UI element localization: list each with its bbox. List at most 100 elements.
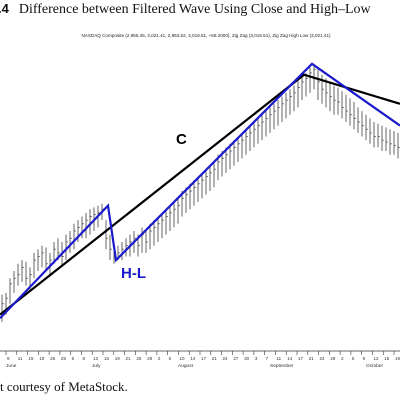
x-tick-label: 6 xyxy=(169,356,172,361)
x-tick-label: 15 xyxy=(384,356,390,361)
x-tick-label: 21 xyxy=(126,356,132,361)
price-bar xyxy=(85,212,88,239)
x-tick-label: 9 xyxy=(7,356,10,361)
x-tick-label: 11 xyxy=(276,356,281,361)
price-bar xyxy=(153,220,156,246)
price-bar xyxy=(269,107,272,133)
price-bar xyxy=(145,231,148,253)
month-label: June xyxy=(6,363,17,369)
price-bar xyxy=(265,111,268,137)
price-bar xyxy=(89,209,92,235)
price-bar xyxy=(229,143,232,170)
x-tick-label: 21 xyxy=(309,356,315,361)
x-tick-label: 28 xyxy=(147,356,153,361)
price-bar xyxy=(125,238,128,257)
x-tick-label: 7 xyxy=(266,356,269,361)
x-tick-label: 19 xyxy=(39,356,45,361)
price-bar xyxy=(201,172,204,199)
x-tick-label: 28 xyxy=(330,356,336,361)
price-bar xyxy=(237,136,240,162)
price-bar xyxy=(233,140,236,166)
price-bar xyxy=(313,63,316,90)
price-bar xyxy=(289,89,292,115)
x-tick-label: 14 xyxy=(287,356,293,361)
price-bar xyxy=(301,76,304,101)
x-tick-label: 12 xyxy=(93,356,99,361)
price-bar xyxy=(341,91,344,119)
price-bar xyxy=(337,87,340,115)
price-bar xyxy=(373,121,376,148)
price-bar xyxy=(1,294,4,322)
month-label: October xyxy=(366,363,383,369)
zigzag-lines xyxy=(0,62,400,320)
x-tick-label: 27 xyxy=(233,356,239,361)
price-bar xyxy=(357,107,360,133)
price-bar xyxy=(121,241,124,261)
price-bar xyxy=(241,132,244,159)
price-bar xyxy=(353,101,356,130)
price-bar xyxy=(37,249,40,272)
price-bar xyxy=(81,216,84,239)
x-tick-label: 3 xyxy=(255,356,258,361)
price-bar xyxy=(225,147,228,173)
x-tick-label: 15 xyxy=(29,356,35,361)
price-bar xyxy=(33,252,36,279)
price-bar xyxy=(325,78,328,108)
zigzag-chart: NASDAQ Composite (2,955.45, 3,021.41, 2,… xyxy=(0,33,400,369)
price-bars xyxy=(1,63,400,322)
x-tick-label: 17 xyxy=(201,356,207,361)
price-bar xyxy=(161,212,164,239)
price-bar xyxy=(345,94,348,122)
price-bar xyxy=(41,245,44,268)
x-tick-label: 5 xyxy=(352,356,355,361)
x-tick-label: 2 xyxy=(158,356,161,361)
month-label: September xyxy=(270,363,294,369)
x-tick-label: 29 xyxy=(61,356,67,361)
x-tick-label: 14 xyxy=(190,356,196,361)
x-tick-label: 9 xyxy=(363,356,366,361)
price-bar xyxy=(65,234,68,261)
price-bar xyxy=(149,223,152,250)
x-tick-label: 24 xyxy=(223,356,229,361)
price-bar xyxy=(245,129,248,155)
price-bar xyxy=(297,80,300,108)
price-bar xyxy=(361,111,364,137)
price-bar xyxy=(109,234,112,261)
price-bar xyxy=(381,125,384,152)
price-bar xyxy=(253,121,256,148)
price-bar xyxy=(333,85,336,115)
chart-legend-text: NASDAQ Composite (2,955.45, 3,021.41, 2,… xyxy=(81,33,331,38)
price-bar xyxy=(281,96,284,122)
high-low-zigzag-line xyxy=(0,62,400,320)
x-tick-label: 26 xyxy=(136,356,142,361)
x-axis-ticks: 9 11 15 19 25 29 6 8 12 15 19 21 26 28 2 6 10 14 17 21 24 27 3… xyxy=(5,351,400,369)
month-label: August xyxy=(178,363,194,369)
x-tick-label: 10 xyxy=(179,356,185,361)
price-bar xyxy=(257,118,260,144)
price-bar xyxy=(393,131,396,155)
price-bar xyxy=(21,260,24,282)
x-tick-label: 19 xyxy=(115,356,121,361)
price-bar xyxy=(73,223,76,250)
x-tick-label: 21 xyxy=(212,356,218,361)
x-tick-label: 30 xyxy=(244,356,250,361)
figure-number: .4 xyxy=(0,1,9,16)
price-bar xyxy=(389,129,392,155)
price-bar xyxy=(49,252,52,275)
price-bar xyxy=(105,220,108,250)
price-bar xyxy=(53,241,56,264)
price-bar xyxy=(69,231,72,253)
x-tick-label: 19 xyxy=(395,356,400,361)
price-bar xyxy=(169,205,172,232)
price-bar xyxy=(249,125,252,152)
figure-title: .4 Difference between Filtered Wave Using… xyxy=(0,0,400,22)
x-tick-label: 24 xyxy=(320,356,326,361)
price-bar xyxy=(177,198,180,224)
high-low-zigzag-label: H-L xyxy=(121,265,146,282)
price-bar xyxy=(9,278,12,304)
price-bar xyxy=(273,103,276,130)
figure-credit: t courtesy of MetaStock. xyxy=(0,379,128,394)
price-bar xyxy=(349,98,352,126)
close-zigzag-line xyxy=(0,73,400,316)
price-bar xyxy=(277,100,280,126)
